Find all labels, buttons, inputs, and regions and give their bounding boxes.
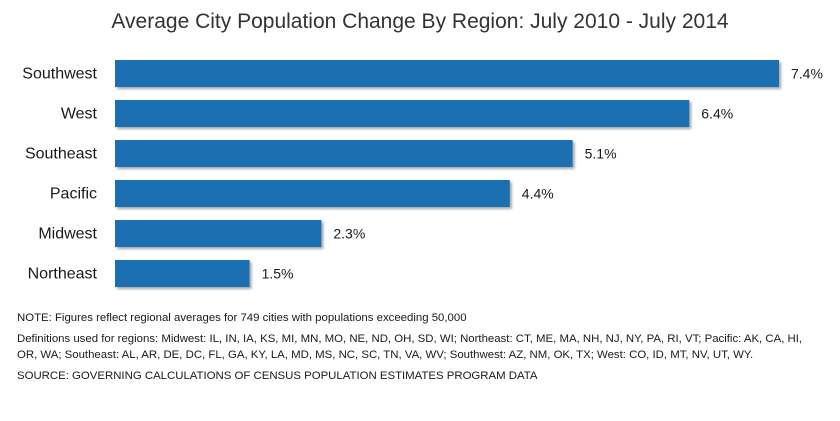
chart-title: Average City Population Change By Region… — [111, 10, 729, 33]
bar-southwest — [115, 60, 779, 87]
bar-northeast — [115, 260, 250, 287]
bars-group: Southwest 7.4% West 6.4% Southeast 5.1% Pacifi… — [22, 60, 823, 287]
bar-chart: Southwest 7.4% West 6.4% Southeast 5.1% Pacifi… — [22, 60, 823, 287]
chart-notes: NOTE: Figures reflect regional averages … — [17, 310, 817, 389]
category-label-southwest: Southwest — [22, 66, 97, 83]
category-label-west: West — [61, 106, 98, 123]
note-text: NOTE: Figures reflect regional averages … — [17, 312, 467, 324]
value-label-northeast: 1.5% — [262, 266, 294, 282]
category-label-midwest: Midwest — [38, 226, 97, 243]
bar-west — [115, 100, 690, 127]
source-text: SOURCE: GOVERNING CALCULATIONS OF CENSUS… — [17, 370, 538, 382]
category-label-northeast: Northeast — [28, 266, 98, 283]
value-label-pacific: 4.4% — [522, 186, 554, 202]
category-label-pacific: Pacific — [50, 186, 97, 203]
value-label-southeast: 5.1% — [585, 146, 617, 162]
value-label-midwest: 2.3% — [333, 226, 365, 242]
definitions-text: Definitions used for regions: Midwest: I… — [17, 333, 803, 361]
value-label-southwest: 7.4% — [791, 66, 823, 82]
bar-midwest — [115, 220, 322, 247]
value-label-west: 6.4% — [701, 106, 733, 122]
bar-pacific — [115, 180, 510, 207]
category-label-southeast: Southeast — [25, 146, 98, 163]
bar-southeast — [115, 140, 573, 167]
